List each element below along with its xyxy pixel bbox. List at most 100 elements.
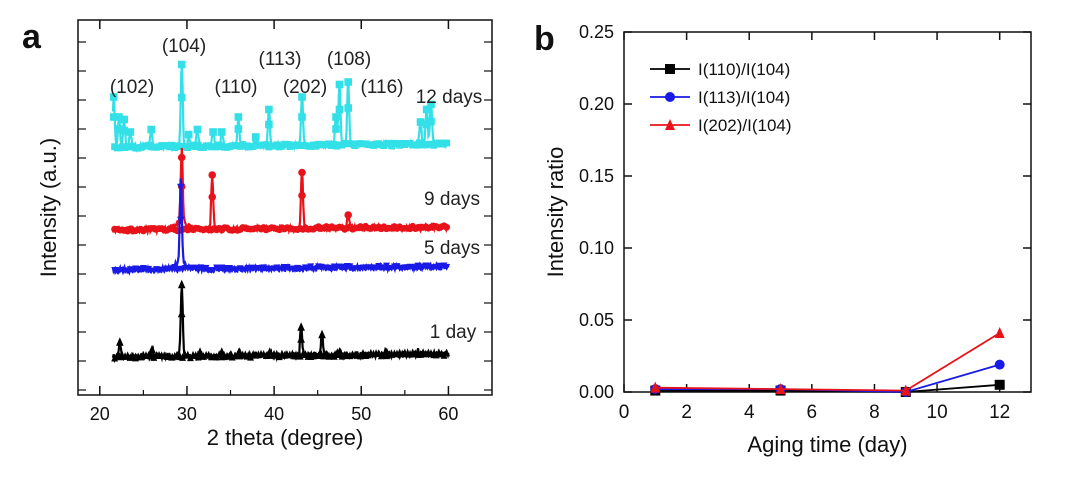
peak-marker (265, 347, 274, 356)
peak-marker (298, 93, 306, 101)
peak-marker (184, 130, 193, 139)
peak-marker (265, 105, 273, 114)
legend-marker (665, 64, 675, 74)
x-tick-label: 2 (681, 402, 692, 423)
peak-marker (177, 153, 186, 162)
peak-marker (177, 60, 186, 69)
peak-marker (422, 120, 431, 129)
peak-marker (177, 308, 186, 318)
x-tick-label: 8 (869, 402, 880, 423)
peak-marker (177, 216, 185, 225)
peak-marker (115, 125, 123, 133)
annotation-label: 1 day (430, 322, 477, 343)
peak-marker (147, 125, 156, 134)
x-tick-label: 40 (264, 404, 284, 424)
peak-marker (109, 113, 118, 121)
x-tick-label: 6 (807, 402, 818, 423)
panel-b-ratio-chart: b 0 2 4 6 8 10 12 0.00 0.05 0.10 0.15 0.20 0.25 Aging … (534, 20, 1032, 457)
series-marker (443, 139, 451, 147)
peak-marker (332, 125, 340, 133)
peak-marker (177, 183, 185, 192)
peak-marker (265, 120, 273, 129)
peak-marker (115, 113, 123, 121)
annotation-label: (113) (259, 49, 302, 70)
y-axis-title-b: Intensity ratio (543, 147, 568, 278)
peak-marker (427, 100, 435, 109)
series-marker (443, 348, 451, 357)
x-tick-label: 20 (90, 404, 110, 424)
peak-marker (414, 348, 422, 357)
peak-marker (298, 168, 306, 177)
peak-marker (252, 133, 260, 141)
legend-label: I(113)/I(104) (698, 88, 790, 107)
series-5-days (111, 178, 451, 277)
annotation-label: (116) (361, 77, 404, 98)
y-axis-title-a: Intensity (a.u.) (36, 138, 61, 277)
x-tick-label: 0 (619, 402, 630, 423)
x-tick-label: 12 (989, 402, 1010, 423)
peak-marker (120, 126, 128, 135)
peak-marker (234, 125, 243, 133)
x-axis-title-a: 2 theta (degree) (207, 425, 364, 450)
series-marker (111, 353, 119, 362)
annotation-label: 5 days (424, 238, 480, 259)
pattern-line (111, 147, 450, 237)
annotation-label: (102) (110, 77, 154, 98)
y-tick-label: 0.05 (579, 310, 614, 330)
series-12-days (109, 60, 451, 154)
series-9-days (111, 147, 451, 237)
annotation-label: (202) (283, 77, 327, 98)
peak-marker (177, 93, 186, 102)
annotation-label: (104) (162, 36, 206, 57)
panel-a-xrd-chart: a 20 30 40 50 60 2 theta (degree) Intensity (a.… (22, 18, 493, 450)
peak-marker (297, 334, 305, 343)
y-tick-label: 0.10 (579, 238, 614, 258)
peak-marker (109, 93, 118, 101)
peak-marker (235, 347, 244, 356)
peak-marker (116, 337, 124, 346)
x-tick-label: 50 (351, 404, 371, 424)
ratio-point (994, 379, 1005, 390)
peak-marker (208, 171, 217, 179)
peak-marker (298, 113, 306, 121)
x-tick-label: 4 (744, 402, 755, 423)
peak-marker (422, 105, 431, 114)
plot-frame-a (77, 19, 493, 396)
legend-label: I(110)/I(104) (698, 60, 790, 79)
peak-marker (218, 347, 226, 356)
series-1-day (111, 279, 451, 364)
peak-marker (416, 118, 425, 126)
panel-label-b: b (534, 20, 555, 58)
legend-b: I(110)/I(104) I(113)/I(104) I(202)/I(104) (650, 60, 792, 135)
peak-marker (196, 347, 204, 356)
y-tick-label: 0.00 (579, 382, 614, 402)
panel-label-a: a (22, 18, 42, 56)
ratio-point (994, 359, 1005, 370)
annotation-label: (108) (327, 49, 371, 70)
series-marker (443, 223, 451, 231)
peak-marker (335, 80, 344, 89)
peak-marker (332, 113, 340, 121)
peak-marker (335, 347, 344, 356)
annotation-label: (110) (215, 77, 258, 98)
ratio-point (900, 384, 911, 396)
peak-marker (126, 128, 135, 136)
x-tick-label: 30 (177, 404, 197, 424)
ratio-point (775, 383, 786, 395)
peak-marker (344, 211, 352, 219)
annotation-label: 9 days (424, 189, 480, 210)
peak-marker (318, 329, 326, 339)
y-tick-label: 0.20 (579, 94, 614, 114)
peak-marker (209, 128, 217, 136)
peak-marker (208, 193, 217, 201)
y-tick-label: 0.25 (579, 22, 614, 42)
ratio-point (994, 326, 1005, 338)
ratio-point (650, 381, 661, 393)
peak-marker (120, 115, 128, 124)
peak-marker (297, 322, 305, 331)
legend-marker (665, 92, 675, 102)
series-marker (443, 263, 451, 271)
annotation-label: 12 days (416, 87, 483, 108)
peak-marker (344, 78, 352, 86)
